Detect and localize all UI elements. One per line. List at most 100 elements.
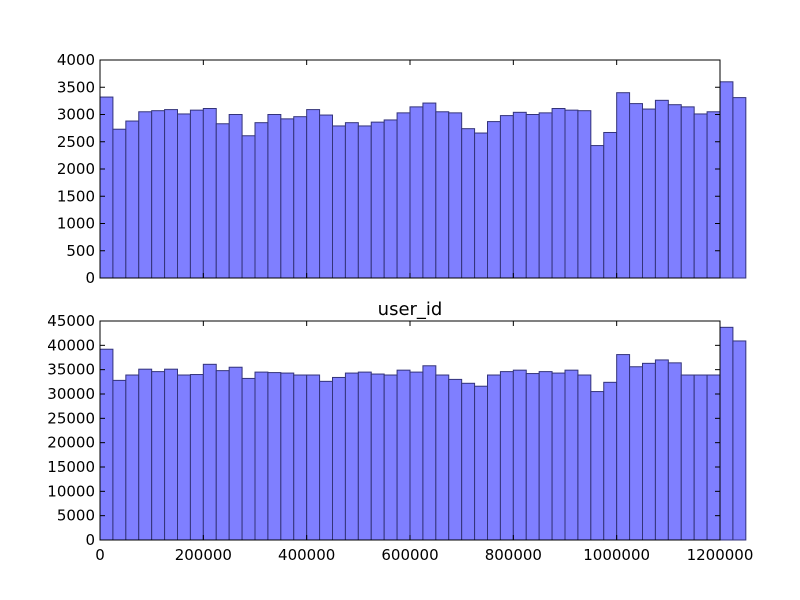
y-tick-label: 15000 bbox=[47, 458, 95, 476]
histogram-bar bbox=[719, 326, 734, 541]
histogram-bar bbox=[280, 118, 295, 279]
top-histogram-subplot: 0 500 1000 1500 2000 2500 3000 3500 4000 bbox=[57, 51, 747, 287]
histogram-bar bbox=[474, 385, 489, 541]
histogram-bar bbox=[435, 111, 450, 279]
y-tick-label: 25000 bbox=[47, 409, 95, 427]
histogram-bar bbox=[422, 102, 437, 279]
histogram-bar bbox=[577, 110, 592, 279]
histogram-bar bbox=[215, 123, 230, 279]
top-histogram-axes-frame bbox=[99, 59, 721, 279]
histogram-bar bbox=[629, 103, 643, 279]
y-tick-label: 2000 bbox=[57, 160, 95, 178]
histogram-bar bbox=[332, 125, 346, 279]
histogram-bar bbox=[448, 378, 463, 541]
histogram-bar bbox=[706, 111, 721, 279]
histogram-bar bbox=[409, 106, 424, 279]
bottom-histogram-bars bbox=[99, 326, 747, 541]
y-tick-label: 35000 bbox=[47, 361, 95, 379]
histogram-bar bbox=[642, 362, 656, 541]
bottom-histogram-axes-frame bbox=[99, 320, 721, 541]
histogram-bar bbox=[228, 114, 243, 279]
histogram-bar bbox=[551, 372, 566, 541]
histogram-bar bbox=[525, 373, 540, 541]
histogram-bar bbox=[319, 114, 334, 279]
histogram-bar bbox=[474, 132, 489, 279]
histogram-bar bbox=[202, 108, 217, 279]
x-tick-label: 1200000 bbox=[687, 546, 754, 564]
histogram-bar bbox=[512, 369, 527, 541]
histogram-bar bbox=[732, 340, 747, 541]
histogram-bar bbox=[512, 111, 527, 279]
histogram-bar bbox=[267, 372, 282, 541]
histogram-bar bbox=[577, 374, 592, 541]
histogram-bar bbox=[461, 128, 476, 279]
x-tick-label: 600000 bbox=[381, 546, 438, 564]
histogram-bar bbox=[189, 374, 204, 541]
histogram-bar bbox=[422, 365, 437, 541]
y-tick-label: 5000 bbox=[57, 507, 95, 525]
histogram-bar bbox=[654, 359, 669, 541]
histogram-bar bbox=[293, 374, 308, 541]
histogram-bar bbox=[357, 371, 372, 541]
histogram-bar bbox=[693, 374, 708, 541]
y-tick-label: 4000 bbox=[57, 51, 95, 69]
histogram-bar bbox=[267, 114, 282, 279]
histogram-bar bbox=[487, 121, 501, 279]
histogram-bar bbox=[112, 128, 127, 279]
histogram-bar bbox=[435, 374, 450, 541]
histogram-bar bbox=[319, 380, 334, 541]
y-tick-label: 3500 bbox=[57, 78, 95, 96]
histogram-bar bbox=[202, 363, 217, 541]
histogram-bar bbox=[616, 92, 631, 279]
histogram-bar bbox=[396, 112, 411, 279]
histogram-bar bbox=[525, 114, 540, 279]
y-tick-label: 30000 bbox=[47, 385, 95, 403]
histogram-bar bbox=[306, 374, 321, 541]
histogram-bar bbox=[590, 145, 605, 279]
y-tick-label: 45000 bbox=[47, 312, 95, 330]
histogram-bar bbox=[241, 135, 256, 279]
histogram-bar bbox=[603, 131, 618, 279]
histogram-bar bbox=[499, 371, 514, 541]
histogram-bar bbox=[241, 377, 256, 541]
histogram-bar bbox=[215, 370, 230, 541]
x-tick-label: 0 bbox=[95, 546, 105, 564]
histogram-bar bbox=[125, 374, 140, 541]
histogram-bar bbox=[732, 97, 747, 279]
histogram-bar bbox=[680, 374, 695, 541]
histogram-bar bbox=[228, 366, 243, 541]
histogram-bar bbox=[138, 111, 153, 279]
histogram-bar bbox=[164, 109, 178, 279]
histogram-bar bbox=[125, 120, 140, 279]
histogram-bar bbox=[370, 121, 385, 279]
histogram-bar bbox=[590, 391, 605, 541]
histogram-bar bbox=[177, 374, 191, 541]
histogram-bar bbox=[642, 108, 656, 279]
histogram-bar bbox=[344, 122, 359, 279]
y-tick-label: 20000 bbox=[47, 434, 95, 452]
histogram-bar bbox=[538, 371, 553, 541]
histogram-bar bbox=[667, 362, 682, 541]
histogram-bar bbox=[151, 371, 166, 541]
histogram-bar bbox=[293, 116, 308, 279]
x-tick-label: 200000 bbox=[175, 546, 232, 564]
histogram-bar bbox=[409, 371, 424, 541]
histogram-bar bbox=[719, 81, 734, 279]
histogram-bar bbox=[448, 112, 463, 279]
y-tick-label: 40000 bbox=[47, 336, 95, 354]
histogram-bar bbox=[487, 374, 501, 541]
histogram-bar bbox=[499, 115, 514, 279]
x-tick-label: 800000 bbox=[485, 546, 542, 564]
histogram-bar bbox=[667, 104, 682, 279]
histogram-bar bbox=[138, 368, 153, 541]
y-tick-label: 0 bbox=[85, 269, 95, 287]
histogram-bar bbox=[254, 122, 269, 279]
histogram-bar bbox=[357, 125, 372, 279]
histogram-bar bbox=[551, 108, 566, 279]
y-tick-label: 2500 bbox=[57, 133, 95, 151]
histogram-bar bbox=[629, 366, 643, 541]
histogram-bar bbox=[383, 119, 398, 279]
y-tick-label: 0 bbox=[85, 531, 95, 549]
histogram-bar bbox=[693, 113, 708, 279]
y-tick-label: 500 bbox=[66, 242, 95, 260]
